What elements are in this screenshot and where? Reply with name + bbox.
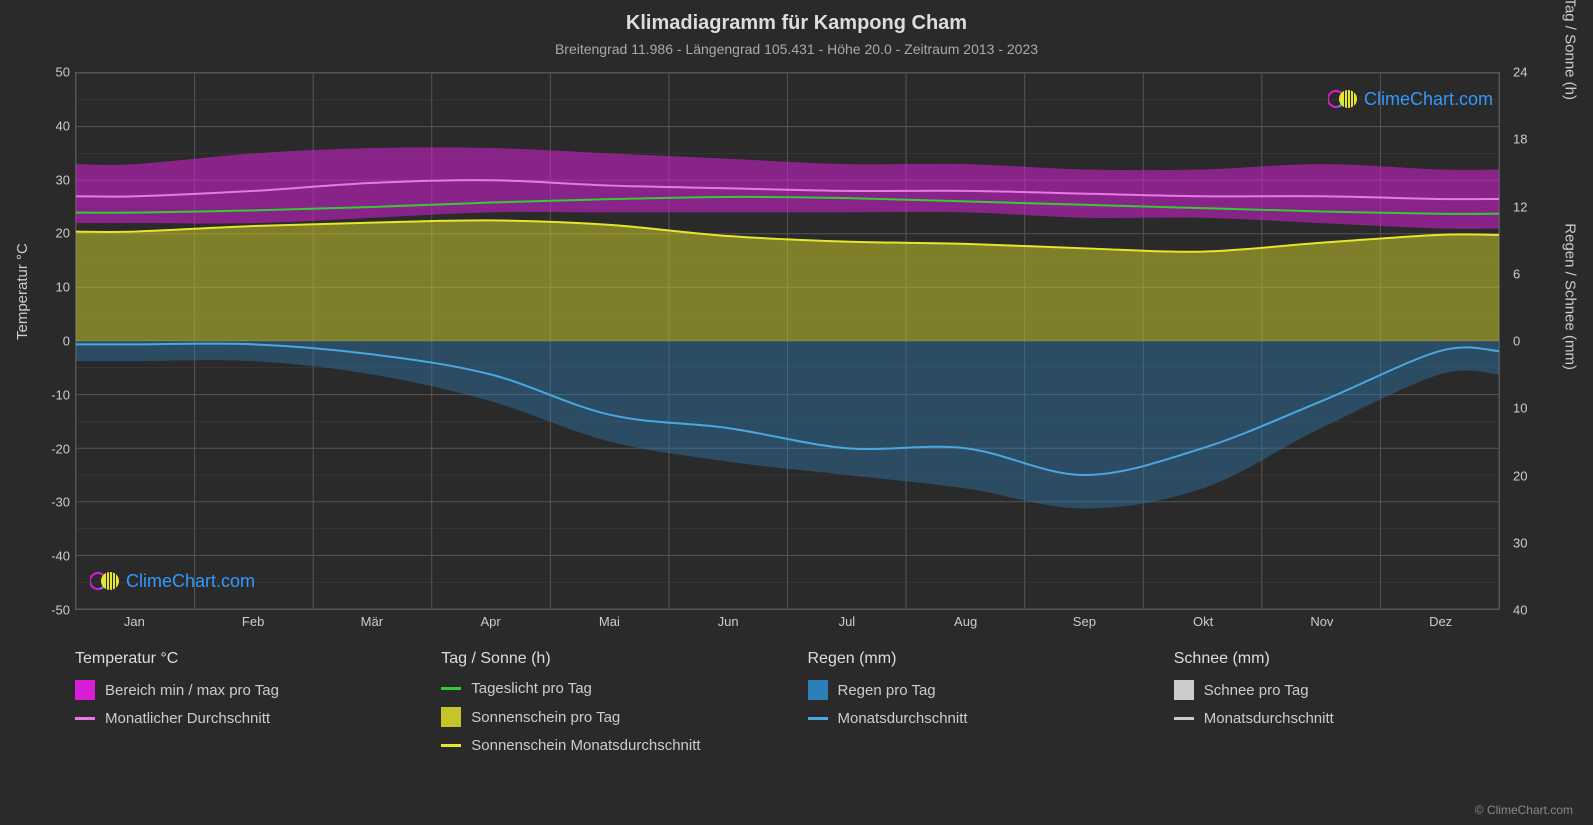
chart-subtitle: Breitengrad 11.986 - Längengrad 105.431 … [0, 35, 1593, 57]
legend-column: Schnee (mm) Schnee pro Tag Monatsdurchschn… [1174, 650, 1500, 764]
legend-column: Regen (mm) Regen pro Tag Monatsdurchschnit… [808, 650, 1134, 764]
x-tick: Mai [599, 614, 620, 629]
climechart-logo-icon [90, 570, 120, 592]
y-left-tick: -40 [40, 549, 70, 564]
x-tick: Jun [718, 614, 739, 629]
x-tick: Nov [1310, 614, 1333, 629]
y-axis-left-label: Temperatur °C [14, 243, 31, 340]
x-tick: Mär [361, 614, 383, 629]
y-left-tick: -20 [40, 441, 70, 456]
y-left-tick: 10 [40, 280, 70, 295]
legend-item: Monatsdurchschnitt [808, 710, 1134, 727]
x-tick: Apr [481, 614, 501, 629]
x-ticks: Jan Feb Mär Apr Mai Jun Jul Aug Sep Okt Nov Dez [75, 614, 1500, 634]
copyright: © ClimeChart.com [1475, 803, 1573, 817]
x-tick: Feb [242, 614, 264, 629]
legend-label: Sonnenschein Monatsdurchschnitt [471, 737, 700, 754]
y-right-tick: 12 [1513, 199, 1527, 214]
legend-item: Sonnenschein pro Tag [441, 707, 767, 727]
y-right-tick: 24 [1513, 65, 1527, 80]
legend-header: Schnee (mm) [1174, 650, 1500, 668]
legend-label: Tageslicht pro Tag [471, 680, 592, 697]
legend-header: Regen (mm) [808, 650, 1134, 668]
y-left-tick: 0 [40, 334, 70, 349]
y-axis-right-bottom-label: Regen / Schnee (mm) [1562, 223, 1579, 370]
legend-swatch [441, 707, 461, 727]
legend-column: Temperatur °C Bereich min / max pro Tag Mo… [75, 650, 401, 764]
legend-swatch [1174, 680, 1194, 700]
y-left-tick: -50 [40, 603, 70, 618]
y-left-ticks: -50-40-30-20-1001020304050 [40, 72, 70, 610]
legend-swatch [441, 687, 461, 690]
watermark-top-right: ClimeChart.com [1328, 88, 1493, 110]
x-tick: Sep [1073, 614, 1096, 629]
legend-swatch [75, 717, 95, 720]
y-right-tick: 30 [1513, 535, 1527, 550]
legend-label: Schnee pro Tag [1204, 682, 1309, 699]
legend-label: Monatlicher Durchschnitt [105, 710, 270, 727]
y-left-tick: 40 [40, 118, 70, 133]
legend-header: Temperatur °C [75, 650, 401, 668]
legend-swatch [1174, 717, 1194, 720]
chart-svg [76, 73, 1499, 609]
watermark-bottom-left: ClimeChart.com [90, 570, 255, 592]
legend-label: Monatsdurchschnitt [1204, 710, 1334, 727]
x-tick: Dez [1429, 614, 1452, 629]
x-tick: Aug [954, 614, 977, 629]
legend-label: Regen pro Tag [838, 682, 936, 699]
y-left-tick: -10 [40, 387, 70, 402]
legend-item: Monatsdurchschnitt [1174, 710, 1500, 727]
legend: Temperatur °C Bereich min / max pro Tag Mo… [75, 650, 1500, 764]
legend-item: Sonnenschein Monatsdurchschnitt [441, 737, 767, 754]
chart-plot-area [75, 72, 1500, 610]
y-right-ticks: 0612182410203040 [1513, 72, 1543, 610]
y-right-tick: 10 [1513, 401, 1527, 416]
watermark-text: ClimeChart.com [126, 571, 255, 592]
watermark-text: ClimeChart.com [1364, 89, 1493, 110]
legend-swatch [808, 717, 828, 720]
y-right-tick: 0 [1513, 334, 1520, 349]
y-left-tick: 50 [40, 65, 70, 80]
legend-item: Tageslicht pro Tag [441, 680, 767, 697]
y-left-tick: 30 [40, 172, 70, 187]
legend-swatch [75, 680, 95, 700]
legend-label: Bereich min / max pro Tag [105, 682, 279, 699]
x-tick: Okt [1193, 614, 1213, 629]
legend-label: Monatsdurchschnitt [838, 710, 968, 727]
y-axis-right-top-label: Tag / Sonne (h) [1562, 0, 1579, 100]
y-left-tick: 20 [40, 226, 70, 241]
legend-item: Schnee pro Tag [1174, 680, 1500, 700]
y-right-tick: 40 [1513, 603, 1527, 618]
legend-item: Monatlicher Durchschnitt [75, 710, 401, 727]
x-tick: Jan [124, 614, 145, 629]
legend-header: Tag / Sonne (h) [441, 650, 767, 668]
y-right-tick: 18 [1513, 132, 1527, 147]
legend-column: Tag / Sonne (h) Tageslicht pro Tag Sonnens… [441, 650, 767, 764]
legend-item: Regen pro Tag [808, 680, 1134, 700]
legend-swatch [441, 744, 461, 747]
legend-swatch [808, 680, 828, 700]
legend-item: Bereich min / max pro Tag [75, 680, 401, 700]
y-right-tick: 20 [1513, 468, 1527, 483]
climechart-logo-icon [1328, 88, 1358, 110]
y-left-tick: -30 [40, 495, 70, 510]
chart-title: Klimadiagramm für Kampong Cham [0, 0, 1593, 35]
y-right-tick: 6 [1513, 266, 1520, 281]
legend-label: Sonnenschein pro Tag [471, 709, 620, 726]
x-tick: Jul [839, 614, 856, 629]
